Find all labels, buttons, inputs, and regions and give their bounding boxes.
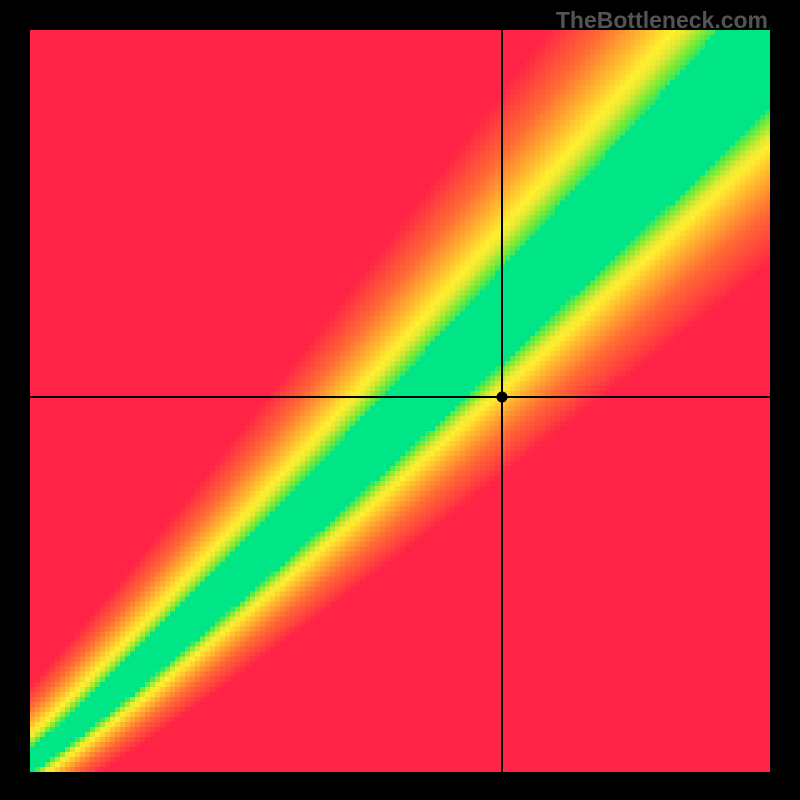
selection-marker <box>497 392 508 403</box>
watermark-text: TheBottleneck.com <box>556 7 768 34</box>
bottleneck-heatmap <box>30 30 770 772</box>
crosshair-horizontal <box>30 396 770 398</box>
chart-container: TheBottleneck.com <box>0 0 800 800</box>
